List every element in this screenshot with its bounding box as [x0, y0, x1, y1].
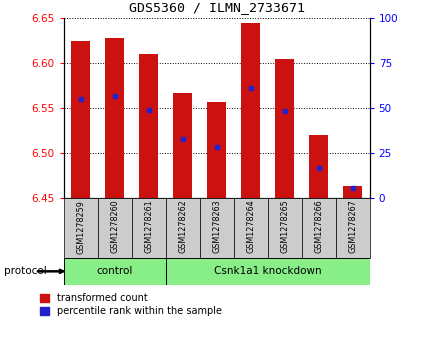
Bar	[64, 198, 98, 258]
Bar	[234, 198, 268, 258]
Bar	[268, 198, 302, 258]
Bar	[166, 198, 200, 258]
Bar	[302, 198, 336, 258]
Text: GSM1278267: GSM1278267	[348, 200, 357, 253]
Bar	[132, 198, 166, 258]
Bar	[139, 54, 158, 198]
Bar	[241, 23, 260, 198]
Text: GSM1278263: GSM1278263	[212, 200, 221, 253]
Legend: transformed count, percentile rank within the sample: transformed count, percentile rank withi…	[40, 293, 222, 317]
Bar	[309, 135, 328, 198]
Bar	[71, 41, 90, 198]
Bar	[207, 102, 226, 198]
Bar	[336, 198, 370, 258]
Text: protocol: protocol	[4, 266, 47, 276]
Text: control: control	[96, 266, 133, 276]
Bar	[166, 258, 370, 285]
Bar	[64, 258, 166, 285]
Bar	[200, 198, 234, 258]
Bar	[343, 186, 362, 198]
Text: Csnk1a1 knockdown: Csnk1a1 knockdown	[214, 266, 322, 276]
Text: GSM1278259: GSM1278259	[76, 200, 85, 253]
Bar	[98, 198, 132, 258]
Text: GSM1278266: GSM1278266	[314, 200, 323, 253]
Text: GSM1278262: GSM1278262	[178, 200, 187, 253]
Title: GDS5360 / ILMN_2733671: GDS5360 / ILMN_2733671	[129, 1, 305, 14]
Text: GSM1278265: GSM1278265	[280, 200, 289, 253]
Text: GSM1278261: GSM1278261	[144, 200, 153, 253]
Bar	[275, 58, 294, 198]
Bar	[173, 93, 192, 198]
Bar	[106, 38, 124, 198]
Text: GSM1278260: GSM1278260	[110, 200, 119, 253]
Text: GSM1278264: GSM1278264	[246, 200, 255, 253]
